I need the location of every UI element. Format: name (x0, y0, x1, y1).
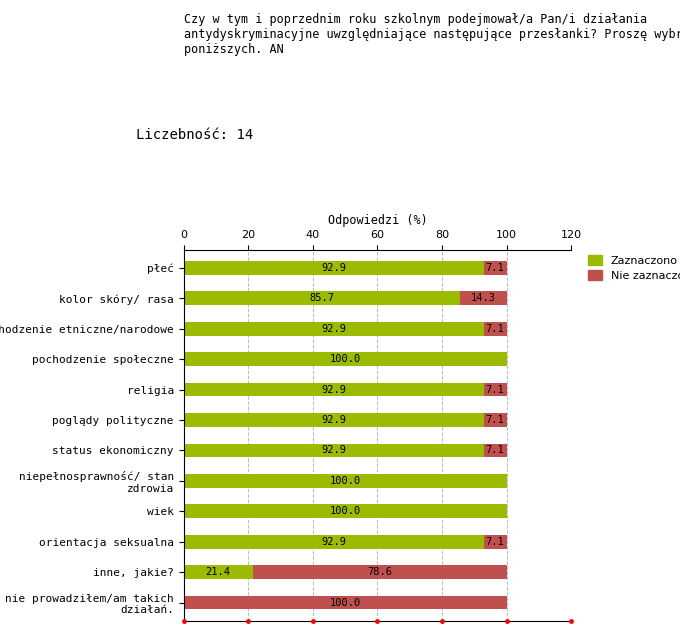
Text: 92.9: 92.9 (321, 324, 346, 333)
Text: 7.1: 7.1 (486, 415, 505, 425)
Text: 21.4: 21.4 (205, 567, 231, 577)
Text: 7.1: 7.1 (486, 385, 505, 395)
Text: 7.1: 7.1 (486, 537, 505, 547)
Bar (184, 535, 483, 548)
Text: 7.1: 7.1 (486, 445, 505, 456)
Bar (483, 413, 507, 427)
Bar (483, 444, 507, 457)
Bar (460, 291, 507, 305)
X-axis label: Odpowiedzi (%): Odpowiedzi (%) (328, 214, 427, 227)
Text: 100.0: 100.0 (330, 476, 360, 486)
Text: 100.0: 100.0 (330, 354, 360, 364)
Text: 92.9: 92.9 (321, 385, 346, 395)
Bar (184, 383, 483, 396)
Text: 7.1: 7.1 (486, 263, 505, 273)
Text: 92.9: 92.9 (321, 415, 346, 425)
Bar (184, 504, 507, 518)
Text: 14.3: 14.3 (471, 293, 496, 303)
Bar (184, 444, 483, 457)
Text: 92.9: 92.9 (321, 445, 346, 456)
Bar (184, 261, 483, 275)
Text: 100.0: 100.0 (330, 506, 360, 516)
Bar (184, 291, 460, 305)
Bar (184, 352, 507, 366)
Bar (483, 261, 507, 275)
Bar (184, 413, 483, 427)
Bar (483, 535, 507, 548)
Text: 92.9: 92.9 (321, 263, 346, 273)
Text: Czy w tym i poprzednim roku szkolnym podejmował/a Pan/i działania
antydyskrymina: Czy w tym i poprzednim roku szkolnym pod… (184, 13, 680, 56)
Text: 7.1: 7.1 (486, 324, 505, 333)
Bar (483, 322, 507, 335)
Bar (184, 596, 507, 609)
Text: Liczebność: 14: Liczebność: 14 (136, 128, 253, 142)
Bar (184, 322, 483, 335)
Legend: Zaznaczono, Nie zaznaczono: Zaznaczono, Nie zaznaczono (588, 255, 680, 281)
Bar (483, 383, 507, 396)
Text: 92.9: 92.9 (321, 537, 346, 547)
Bar (184, 474, 507, 488)
Text: 78.6: 78.6 (367, 567, 392, 577)
Bar (253, 565, 507, 579)
Text: 85.7: 85.7 (309, 293, 335, 303)
Bar (184, 565, 253, 579)
Text: 100.0: 100.0 (330, 598, 360, 607)
